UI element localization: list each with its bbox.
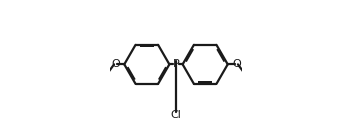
Text: O: O: [111, 59, 120, 69]
Text: O: O: [232, 59, 241, 69]
Text: Cl: Cl: [170, 110, 181, 120]
Text: P: P: [172, 59, 180, 69]
